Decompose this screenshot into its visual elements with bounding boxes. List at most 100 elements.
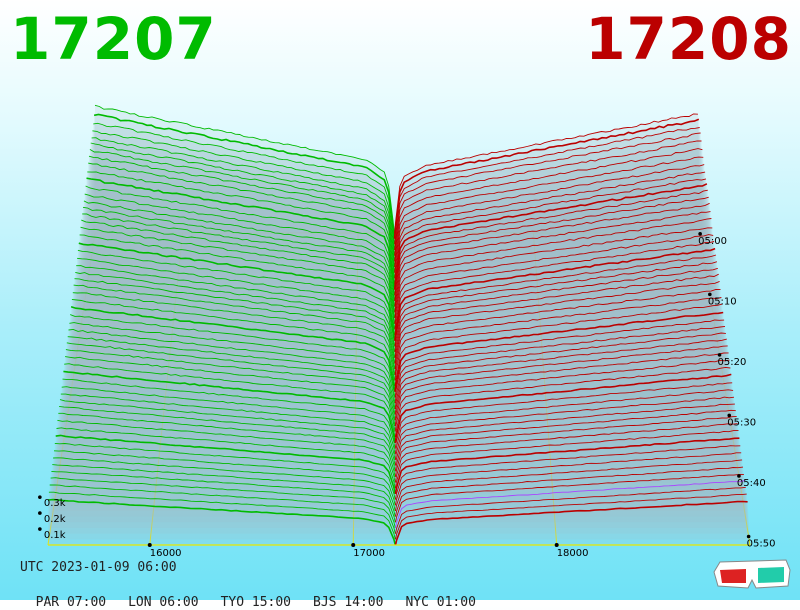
bid-snapshot-line [74, 278, 396, 370]
bid-snapshot-line [78, 242, 396, 341]
snapshot-fill [66, 342, 731, 421]
time-tick-label: 05:30 [727, 417, 756, 428]
ask-snapshot-line [394, 196, 709, 302]
snapshot-fill [77, 258, 720, 353]
snapshot-fill [83, 207, 713, 313]
bid-snapshot-line [77, 249, 396, 347]
bid-snapshot-line [92, 130, 395, 251]
snapshot-fill [58, 413, 740, 477]
snapshot-fill [49, 484, 749, 534]
snapshot-fill [65, 349, 731, 426]
bid-snapshot-line [55, 434, 396, 495]
timezone-row: PAR 07:00 LON 06:00 TYO 15:00 BJS 14:00 NYC … [20, 580, 498, 610]
depth-tick-mark [38, 511, 42, 515]
ask-snapshot-line [393, 118, 700, 239]
price-tick-label: 16000 [150, 548, 182, 559]
grid-price-line [149, 232, 184, 546]
ask-snapshot-line [394, 382, 733, 449]
depth-tick-mark [38, 495, 42, 499]
ask-snapshot-line [394, 466, 744, 517]
ask-snapshot-line [394, 267, 718, 358]
bid-snapshot-line [86, 177, 396, 290]
time-tick-mark [698, 232, 702, 236]
bid-snapshot-line [82, 213, 396, 319]
bid-snapshot-line [68, 328, 396, 409]
bid-snapshot-line [79, 234, 396, 336]
bid-snapshot-line [73, 284, 396, 375]
bid-snapshot-line [80, 226, 396, 330]
bid-snapshot-line [62, 378, 396, 449]
ask-snapshot-line [394, 409, 736, 472]
time-tick-label: 05:40 [737, 478, 766, 489]
ask-snapshot-line [394, 366, 731, 438]
bid-snapshot-line [65, 349, 396, 426]
timezone-bjs: BJS 14:00 [313, 595, 384, 610]
ask-snapshot-line [394, 359, 730, 432]
bid-snapshot-line [61, 386, 396, 455]
bid-snapshot-line [87, 171, 395, 285]
bid-snapshot-line [59, 399, 396, 466]
snapshot-fill [50, 477, 748, 528]
bid-snapshot-line [53, 457, 396, 512]
price-tick-mark [554, 543, 559, 547]
ask-snapshot-line [394, 415, 737, 477]
snapshot-fill [80, 227, 716, 330]
bid-depth-lines [47, 104, 397, 546]
bid-snapshot-line [93, 122, 395, 245]
ask-snapshot-line [394, 156, 704, 268]
snapshot-fill [92, 130, 703, 251]
snapshot-fill [90, 143, 705, 262]
ask-snapshot-line [394, 396, 735, 460]
ask-snapshot-line [394, 171, 706, 279]
bid-snapshot-line [88, 155, 395, 273]
bid-snapshot-line [85, 185, 395, 296]
ask-snapshot-line [394, 211, 711, 313]
ask-snapshot-line [394, 403, 735, 466]
bid-snapshot-line [90, 142, 395, 262]
snapshot-fill [74, 278, 722, 370]
bid-snapshot-line [84, 193, 396, 302]
utc-timestamp: UTC 2023-01-09 06:00 [20, 560, 177, 575]
bid-snapshot-line [66, 342, 396, 421]
bid-snapshot-line [60, 393, 396, 460]
bid-snapshot-line [59, 405, 396, 472]
depth-tick-mark [38, 527, 42, 531]
snapshot-fill [65, 356, 732, 432]
bid-snapshot-line [89, 149, 395, 268]
snapshot-fill [56, 427, 741, 489]
snapshot-fill [69, 322, 728, 404]
3d-glasses-icon[interactable] [712, 556, 792, 592]
ask-snapshot-line [394, 289, 721, 375]
snapshot-fill [57, 420, 740, 483]
time-tick-label: 05:20 [718, 357, 747, 368]
time-tick-label: 05:10 [708, 296, 737, 307]
ask-snapshot-line [394, 247, 716, 341]
ask-snapshot-line [394, 345, 728, 421]
bid-snapshot-line [94, 104, 395, 234]
ask-snapshot-line [393, 183, 708, 290]
ask-price: 17208 [585, 5, 792, 73]
bid-snapshot-line [57, 419, 396, 483]
time-tick-mark [727, 413, 732, 418]
ask-snapshot-line [394, 319, 725, 398]
bid-snapshot-line [51, 470, 396, 523]
snapshot-fill [78, 243, 718, 341]
ask-snapshot-line [394, 132, 701, 251]
bid-snapshot-line [67, 336, 396, 415]
bid-snapshot-line [71, 298, 396, 387]
bid-snapshot-line [75, 271, 396, 364]
ask-snapshot-line [394, 202, 710, 307]
ask-snapshot-line [394, 280, 720, 370]
bid-snapshot-line [64, 363, 396, 438]
time-tick-mark [708, 292, 712, 297]
price-tick-label: 17000 [353, 548, 385, 559]
timezone-tyo: TYO 15:00 [220, 595, 292, 610]
snapshot-fill [85, 186, 711, 296]
bid-snapshot-line [81, 219, 396, 324]
bid-snapshot-line [48, 491, 396, 540]
timezone-nyc: NYC 01:00 [405, 595, 476, 610]
ask-snapshot-line [394, 430, 739, 489]
bid-snapshot-line [91, 137, 395, 256]
bid-price: 17207 [10, 5, 217, 73]
